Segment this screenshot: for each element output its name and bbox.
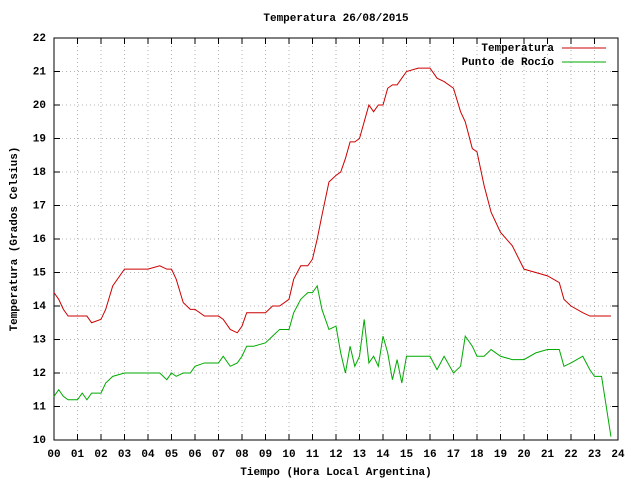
x-tick-label: 01 bbox=[71, 449, 85, 461]
y-tick-label: 16 bbox=[33, 234, 46, 246]
x-tick-label: 20 bbox=[517, 449, 530, 461]
x-tick-label: 02 bbox=[94, 449, 107, 461]
x-tick-label: 08 bbox=[235, 449, 249, 461]
x-tick-label: 17 bbox=[447, 449, 460, 461]
x-tick-label: 16 bbox=[423, 449, 436, 461]
data-line bbox=[53, 284, 612, 437]
data-line bbox=[53, 67, 611, 334]
x-tick-label: 21 bbox=[541, 449, 555, 461]
y-tick-label: 22 bbox=[33, 33, 46, 45]
x-tick-label: 15 bbox=[400, 449, 414, 461]
x-tick-label: 10 bbox=[282, 449, 295, 461]
x-tick-label: 11 bbox=[306, 449, 320, 461]
x-tick-label: 13 bbox=[353, 449, 367, 461]
x-axis-label: Tiempo (Hora Local Argentina) bbox=[240, 467, 431, 479]
y-tick-label: 21 bbox=[33, 66, 47, 78]
y-tick-label: 19 bbox=[33, 133, 46, 145]
y-tick-label: 11 bbox=[33, 401, 47, 413]
x-tick-label: 06 bbox=[188, 449, 201, 461]
y-tick-label: 13 bbox=[33, 334, 47, 346]
y-tick-label: 15 bbox=[33, 267, 47, 279]
plot-border bbox=[53, 37, 619, 441]
x-tick-label: 00 bbox=[47, 449, 60, 461]
x-tick-label: 14 bbox=[376, 449, 390, 461]
x-tick-label: 24 bbox=[611, 449, 625, 461]
x-tick-label: 09 bbox=[259, 449, 272, 461]
x-tick-label: 18 bbox=[470, 449, 484, 461]
x-tick-label: 23 bbox=[588, 449, 602, 461]
x-tick-label: 05 bbox=[165, 449, 179, 461]
legend-label: Punto de Rocío bbox=[462, 57, 555, 69]
x-tick-label: 19 bbox=[494, 449, 507, 461]
legend-label: Temperatura bbox=[481, 43, 554, 55]
x-tick-label: 22 bbox=[564, 449, 577, 461]
y-tick-label: 20 bbox=[33, 100, 46, 112]
y-tick-label: 10 bbox=[33, 435, 46, 447]
y-axis-label: Temperatura (Grados Celsius) bbox=[9, 147, 21, 332]
y-tick-label: 18 bbox=[33, 167, 47, 179]
y-tick-label: 12 bbox=[33, 368, 46, 380]
x-tick-label: 12 bbox=[329, 449, 342, 461]
x-tick-label: 07 bbox=[212, 449, 225, 461]
chart-title: Temperatura 26/08/2015 bbox=[263, 13, 409, 25]
y-tick-label: 14 bbox=[33, 301, 47, 313]
y-tick-label: 17 bbox=[33, 200, 46, 212]
x-tick-label: 04 bbox=[141, 449, 155, 461]
x-tick-label: 03 bbox=[118, 449, 132, 461]
